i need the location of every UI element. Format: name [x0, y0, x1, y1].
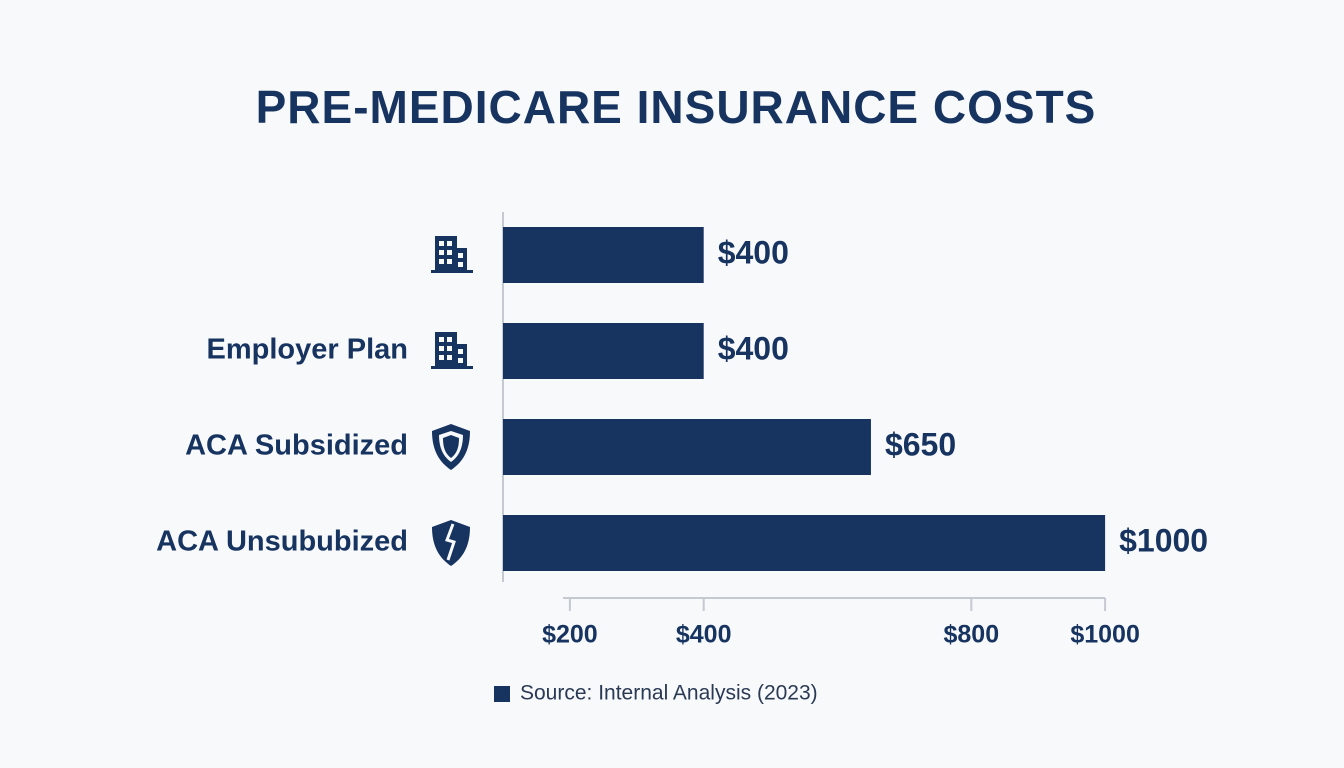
bar: [503, 227, 704, 283]
x-tick-label: $800: [943, 621, 999, 649]
bar: [503, 419, 871, 475]
value-label: $650: [885, 426, 956, 462]
y-tick-label: ACA Subsidized: [185, 430, 408, 462]
building-icon: [431, 332, 473, 369]
value-label: $1000: [1119, 522, 1208, 558]
chart-title: PRE-MEDICARE INSURANCE COSTS: [256, 81, 1097, 133]
shield-icon: [432, 424, 470, 470]
building-icon: [431, 236, 473, 273]
x-tick-label: $1000: [1070, 621, 1140, 649]
value-label: $400: [718, 234, 789, 270]
y-tick-label: Employer Plan: [207, 334, 408, 366]
legend-marker: [494, 686, 510, 702]
bar: [503, 515, 1106, 571]
value-label: $400: [718, 330, 789, 366]
y-tick-label: ACA Unsububized: [156, 526, 408, 558]
source-note: Source: Internal Analysis (2023): [520, 682, 818, 705]
x-tick-label: $400: [676, 621, 732, 649]
x-tick-label: $200: [542, 621, 598, 649]
bar: [503, 323, 704, 379]
broken-shield-icon: [432, 520, 470, 566]
